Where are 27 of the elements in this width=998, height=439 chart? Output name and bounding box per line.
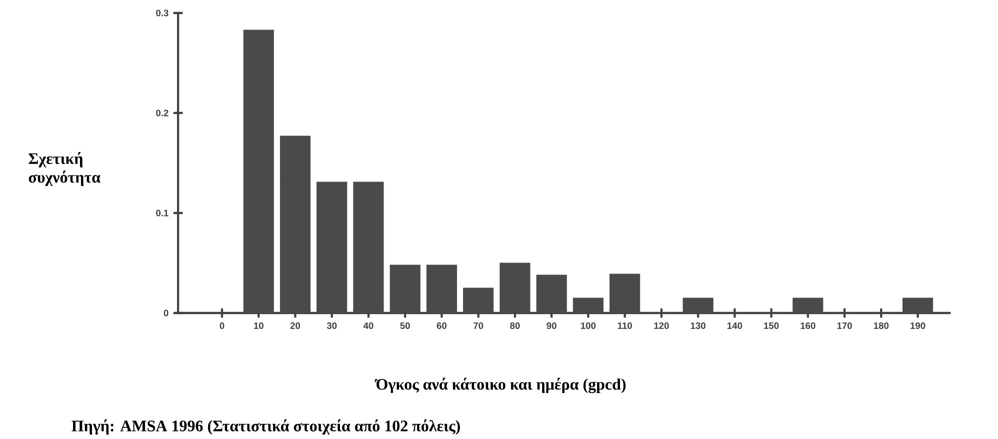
x-tick-label: 90 bbox=[546, 322, 556, 329]
x-tick-label: 30 bbox=[326, 322, 337, 329]
x-tick-label: 130 bbox=[690, 322, 706, 329]
x-tick-label: 100 bbox=[581, 322, 596, 329]
x-tick-label: 180 bbox=[874, 322, 889, 329]
x-tick-label: 170 bbox=[837, 322, 852, 329]
x-tick-label: 0 bbox=[220, 322, 224, 329]
x-tick-label: 20 bbox=[290, 322, 300, 329]
x-tick-label: 70 bbox=[474, 322, 484, 329]
x-tick-label: 40 bbox=[363, 322, 374, 329]
x-tick-label: 110 bbox=[618, 322, 632, 329]
x-axis-title: Όγκος ανά κάτοικο και ημέρα (gpcd) bbox=[374, 378, 626, 394]
y-tick-label: 0.2 bbox=[156, 110, 168, 116]
x-tick-label: 10 bbox=[254, 322, 264, 329]
x-tick-label: 120 bbox=[654, 322, 669, 329]
x-tick-label: 50 bbox=[400, 322, 410, 329]
y-tick-label: 0 bbox=[164, 310, 168, 316]
x-tick-label: 150 bbox=[764, 322, 779, 329]
x-tick-label: 60 bbox=[436, 322, 447, 329]
text: Πηγή: AMSA 1996 (Στατιστικά στοιχεία από 102 πόλεις) bbox=[72, 419, 460, 435]
x-tick-label: 190 bbox=[910, 322, 926, 329]
x-tick-label: 80 bbox=[510, 322, 520, 329]
x-tick-label: 140 bbox=[727, 322, 742, 329]
y-tick-label: 0.3 bbox=[156, 10, 168, 16]
y-axis-title: Σχετική συχνότητα bbox=[28, 152, 100, 186]
x-tick-label: 160 bbox=[800, 322, 816, 329]
y-tick-label: 0.1 bbox=[156, 210, 168, 216]
